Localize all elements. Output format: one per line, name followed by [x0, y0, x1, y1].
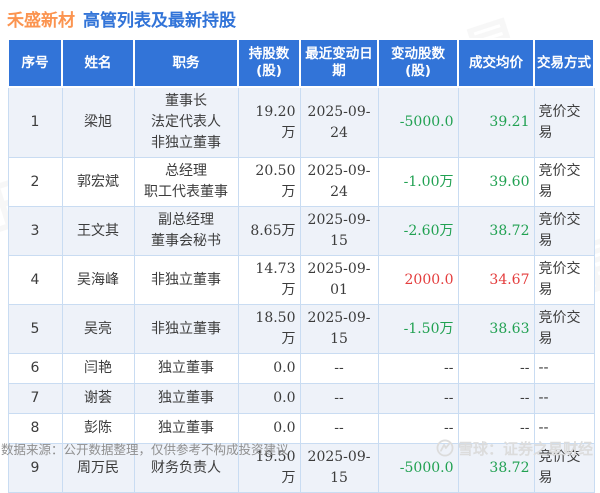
cell-shares: 0.0 [237, 353, 301, 384]
cell-change: -- [377, 353, 459, 384]
cell-price: 34.67 [457, 255, 535, 305]
cell-name: 谢荟 [61, 383, 135, 414]
cell-date: -- [299, 353, 379, 384]
cell-method: 竞价交易 [533, 304, 595, 354]
cell-change: -- [377, 413, 459, 444]
column-header-date: 最近变动日期 [299, 38, 379, 88]
cell-method: -- [533, 383, 595, 414]
cell-change: -1.50万 [377, 304, 459, 354]
cell-date: 2025-09-15 [299, 206, 379, 256]
cell-position: 独立董事 [133, 383, 239, 414]
cell-shares: 14.73万 [237, 255, 301, 305]
cell-method: 竞价交易 [533, 157, 595, 207]
cell-name: 闫艳 [61, 353, 135, 384]
cell-method: -- [533, 413, 595, 444]
cell-name: 王文其 [61, 206, 135, 256]
cell-change: -- [377, 383, 459, 414]
cell-change: -5000.0 [377, 86, 459, 158]
cell-shares: 20.50万 [237, 157, 301, 207]
cell-no: 3 [7, 206, 63, 256]
cell-position: 非独立董事 [133, 255, 239, 305]
cell-date: 2025-09-24 [299, 86, 379, 158]
cell-price: 39.21 [457, 86, 535, 158]
cell-change: -2.60万 [377, 206, 459, 256]
cell-price: -- [457, 413, 535, 444]
cell-no: 4 [7, 255, 63, 305]
table-row: 7 谢荟 独立董事 0.0 -- -- -- -- [7, 383, 595, 414]
table-row: 4 吴海峰 非独立董事 14.73万 2025-09-01 2000.0 34.67 竞价交易 [7, 255, 595, 305]
cell-method: 竞价交易 [533, 206, 595, 256]
cell-position: 董事长 法定代表人 非独立董事 [133, 86, 239, 158]
cell-no: 5 [7, 304, 63, 354]
table-row: 6 闫艳 独立董事 0.0 -- -- -- -- [7, 353, 595, 384]
cell-name: 郭宏斌 [61, 157, 135, 207]
cell-method: 竞价交易 [533, 255, 595, 305]
cell-date: -- [299, 413, 379, 444]
cell-shares: 18.50万 [237, 304, 301, 354]
column-header-method: 交易方式 [533, 38, 595, 88]
table-row: 3 王文其 副总经理 董事会秘书 8.65万 2025-09-15 -2.60万 38.72… [7, 206, 595, 256]
cell-price: 39.60 [457, 157, 535, 207]
table-header: 序号 姓名 职务 持股数 (股) 最近变动日期 变动股数 (股) 成交均价 交易方式 [7, 38, 595, 88]
page-title: 禾盛新材 高管列表及最新持股 [7, 6, 236, 31]
column-header-change: 变动股数 (股) [377, 38, 459, 88]
cell-method: -- [533, 353, 595, 384]
cell-shares: 8.65万 [237, 206, 301, 256]
cell-no: 1 [7, 86, 63, 158]
page-title-text: 高管列表及最新持股 [83, 11, 236, 31]
cell-price: 38.63 [457, 304, 535, 354]
cell-name: 梁旭 [61, 86, 135, 158]
stock-name: 禾盛新材 [7, 11, 75, 31]
table-row: 8 彭陈 独立董事 0.0 -- -- -- -- [7, 413, 595, 444]
executive-holdings-table: 序号 姓名 职务 持股数 (股) 最近变动日期 变动股数 (股) 成交均价 交易方式 1 梁旭董… [7, 38, 595, 493]
cell-position: 独立董事 [133, 353, 239, 384]
cell-price: -- [457, 383, 535, 414]
cell-shares: 0.0 [237, 383, 301, 414]
cell-position: 副总经理 董事会秘书 [133, 206, 239, 256]
cell-no: 7 [7, 383, 63, 414]
brand-text: 雪球：证券之星财经 [457, 439, 593, 458]
table-row: 1 梁旭 董事长 法定代表人 非独立董事 19.20万 2025-09-24 -5000.… [7, 86, 595, 158]
cell-no: 2 [7, 157, 63, 207]
table-row: 5 吴亮 非独立董事 18.50万 2025-09-15 -1.50万 38.63 竞价交易 [7, 304, 595, 354]
xueqiu-logo-icon [436, 439, 454, 457]
column-header-no: 序号 [7, 38, 63, 88]
column-header-position: 职务 [133, 38, 239, 88]
cell-name: 吴海峰 [61, 255, 135, 305]
cell-date: 2025-09-24 [299, 157, 379, 207]
data-source-note: 数据来源：公开数据整理，仅供参考不构成投资建议 [1, 441, 289, 457]
cell-name: 吴亮 [61, 304, 135, 354]
column-header-shares: 持股数 (股) [237, 38, 301, 88]
cell-no: 6 [7, 353, 63, 384]
cell-no: 8 [7, 413, 63, 444]
cell-date: 2025-09-01 [299, 255, 379, 305]
cell-date: 2025-09-15 [299, 304, 379, 354]
cell-date: -- [299, 383, 379, 414]
cell-price: -- [457, 353, 535, 384]
column-header-price: 成交均价 [457, 38, 535, 88]
brand-watermark: 雪球：证券之星财经 [436, 438, 593, 459]
cell-price: 38.72 [457, 206, 535, 256]
table-row: 2 郭宏斌 总经理 职工代表董事 20.50万 2025-09-24 -1.00万 39.6… [7, 157, 595, 207]
footer: 数据来源：公开数据整理，仅供参考不构成投资建议 雪球：证券之星财经 [1, 438, 593, 458]
cell-shares: 19.20万 [237, 86, 301, 158]
cell-shares: 0.0 [237, 413, 301, 444]
cell-position: 独立董事 [133, 413, 239, 444]
cell-change: -1.00万 [377, 157, 459, 207]
cell-method: 竞价交易 [533, 86, 595, 158]
cell-position: 总经理 职工代表董事 [133, 157, 239, 207]
cell-position: 非独立董事 [133, 304, 239, 354]
column-header-name: 姓名 [61, 38, 135, 88]
cell-change: 2000.0 [377, 255, 459, 305]
